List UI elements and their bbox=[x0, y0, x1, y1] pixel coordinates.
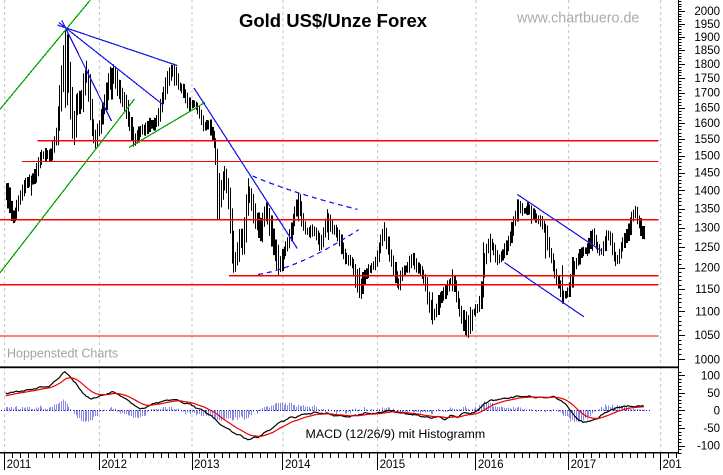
svg-text:Hoppenstedt Charts: Hoppenstedt Charts bbox=[7, 347, 118, 361]
svg-text:1900: 1900 bbox=[694, 32, 720, 44]
svg-text:2013: 2013 bbox=[194, 459, 220, 470]
svg-text:50: 50 bbox=[707, 388, 720, 400]
svg-text:1550: 1550 bbox=[694, 134, 720, 146]
svg-text:1250: 1250 bbox=[694, 242, 720, 254]
svg-text:-50: -50 bbox=[703, 423, 720, 435]
svg-text:-100: -100 bbox=[697, 441, 720, 453]
svg-text:2017: 2017 bbox=[571, 459, 597, 470]
svg-text:2016: 2016 bbox=[478, 459, 504, 470]
svg-text:1350: 1350 bbox=[694, 204, 720, 216]
svg-text:1850: 1850 bbox=[694, 45, 720, 57]
svg-text:www.chartbuero.de: www.chartbuero.de bbox=[516, 11, 639, 27]
svg-text:1300: 1300 bbox=[694, 223, 720, 235]
svg-text:1600: 1600 bbox=[694, 118, 720, 130]
svg-text:1400: 1400 bbox=[694, 185, 720, 197]
svg-text:2011: 2011 bbox=[7, 459, 32, 470]
svg-text:1750: 1750 bbox=[694, 73, 720, 85]
svg-text:1100: 1100 bbox=[695, 307, 720, 319]
svg-text:1450: 1450 bbox=[694, 168, 720, 180]
svg-text:1700: 1700 bbox=[694, 88, 720, 100]
svg-text:1200: 1200 bbox=[694, 263, 720, 275]
svg-text:1050: 1050 bbox=[694, 330, 720, 342]
svg-text:1950: 1950 bbox=[694, 19, 720, 31]
svg-text:1650: 1650 bbox=[694, 103, 720, 115]
svg-text:2000: 2000 bbox=[694, 6, 720, 18]
svg-text:2014: 2014 bbox=[285, 459, 311, 470]
svg-text:2012: 2012 bbox=[101, 459, 127, 470]
svg-text:1150: 1150 bbox=[695, 284, 720, 296]
svg-text:2015: 2015 bbox=[380, 459, 406, 470]
svg-text:1000: 1000 bbox=[694, 354, 720, 366]
svg-text:1500: 1500 bbox=[694, 151, 720, 163]
svg-text:Gold US$/Unze Forex: Gold US$/Unze Forex bbox=[239, 10, 428, 31]
svg-text:100: 100 bbox=[701, 370, 720, 382]
svg-text:201: 201 bbox=[663, 459, 682, 470]
svg-text:1800: 1800 bbox=[694, 59, 720, 71]
svg-text:MACD (12/26/9) mit Histogramm: MACD (12/26/9) mit Histogramm bbox=[306, 427, 486, 441]
svg-text:0: 0 bbox=[714, 406, 720, 418]
